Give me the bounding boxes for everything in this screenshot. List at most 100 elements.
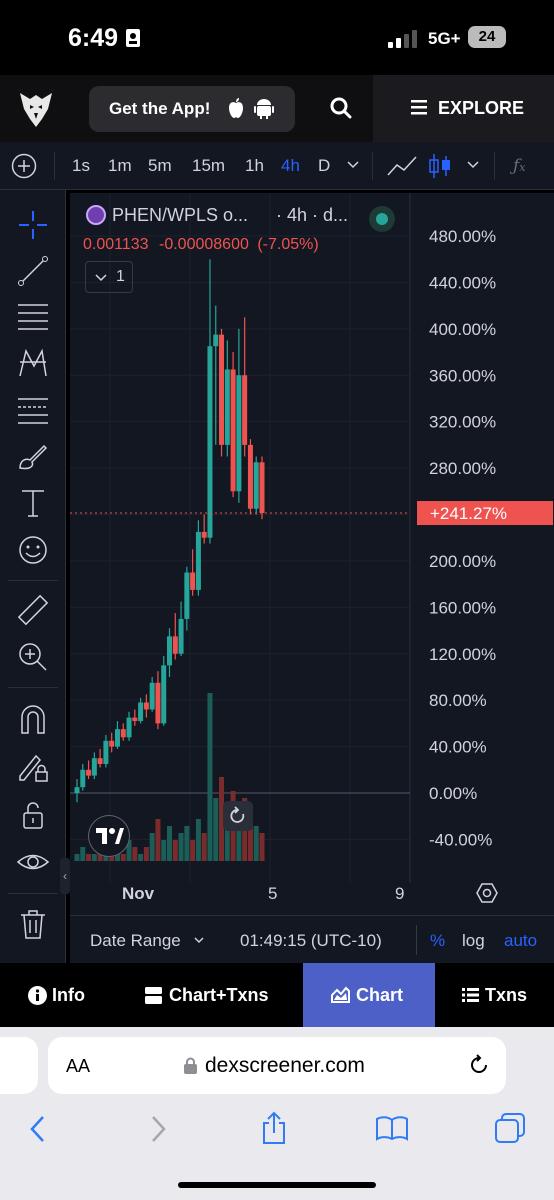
volume-bar <box>207 693 213 861</box>
volume-bar <box>74 854 80 861</box>
date-range-bar: Date Range 01:49:15 (UTC-10) % log auto <box>70 915 554 963</box>
indicator-count: 1 <box>116 268 125 285</box>
timeframe-4h[interactable]: 4h <box>281 156 300 175</box>
tab-info[interactable]: Info <box>0 963 112 1027</box>
status-bar: 6:49 5G+ 24 <box>0 0 554 75</box>
indicators-toggle[interactable]: 1 <box>85 261 133 293</box>
candle-body <box>132 717 138 722</box>
tab-txns-label: Txns <box>485 985 528 1005</box>
bookmarks-icon[interactable] <box>375 1115 409 1141</box>
area-chart-icon <box>331 986 350 1003</box>
chart-settings-icon[interactable] <box>476 882 498 904</box>
reset-chart-button[interactable] <box>223 801 253 831</box>
tab-chart[interactable]: Chart <box>303 963 435 1027</box>
fib-retracement-icon[interactable] <box>16 393 50 427</box>
volume-bar <box>126 840 132 861</box>
eagle-logo-icon[interactable] <box>16 89 56 129</box>
timeframe-d[interactable]: D <box>318 156 331 175</box>
collapse-sidebar-button[interactable]: ‹ <box>60 858 70 894</box>
drawing-tools-sidebar: ‹ <box>0 190 70 963</box>
log-scale-toggle[interactable]: log <box>462 931 485 950</box>
timeframe-5m[interactable]: 5m <box>148 156 172 175</box>
get-app-label: Get the App! <box>109 99 211 118</box>
forward-icon[interactable] <box>148 1115 168 1143</box>
tradingview-logo[interactable] <box>88 815 130 857</box>
crosshair-icon[interactable] <box>16 208 50 242</box>
explore-button[interactable]: EXPLORE <box>373 75 554 142</box>
chart-toolbar: 1s 1m 5m 15m 1h 4h D ƒx <box>0 142 554 190</box>
volume-bar <box>149 833 155 861</box>
text-tool-icon[interactable] <box>16 486 50 520</box>
chart-canvas[interactable]: 480.00% 440.00% 400.00% 360.00% 320.00% 280.0… <box>70 193 554 915</box>
eye-icon[interactable] <box>16 845 50 879</box>
previous-tab-preview[interactable] <box>0 1037 38 1094</box>
auto-scale-toggle[interactable]: auto <box>504 931 538 950</box>
candle-body <box>236 375 242 492</box>
signal-icon <box>388 30 417 48</box>
volume-bar <box>172 840 178 861</box>
brush-icon[interactable] <box>16 440 50 474</box>
candle-body <box>126 717 132 738</box>
chevron-down-icon[interactable] <box>194 937 204 944</box>
browser-chrome: AA dexscreener.com <box>0 1027 554 1200</box>
candle-body <box>74 787 80 793</box>
timeframe-15m[interactable]: 15m <box>192 156 226 175</box>
chevron-down-icon[interactable] <box>467 161 479 169</box>
y-tick-label: 280.00% <box>429 459 496 478</box>
trend-line-icon[interactable] <box>16 254 50 288</box>
lock-icon <box>184 1057 197 1074</box>
y-tick-label: 360.00% <box>429 366 496 385</box>
home-indicator <box>178 1182 376 1188</box>
android-icon <box>254 99 274 119</box>
chevron-down-icon[interactable] <box>347 161 359 169</box>
candle-body <box>103 740 109 764</box>
line-chart-icon[interactable] <box>387 154 417 178</box>
reader-settings-button[interactable]: AA <box>66 1056 91 1076</box>
indicators-icon[interactable]: ƒx <box>513 156 526 176</box>
symbol-label[interactable]: PHEN/WPLS o... <box>112 205 249 225</box>
horizontal-lines-icon[interactable] <box>16 300 50 334</box>
emoji-icon[interactable] <box>16 533 50 567</box>
share-icon[interactable] <box>260 1111 288 1145</box>
timeframe-1m[interactable]: 1m <box>108 156 132 175</box>
url-text[interactable]: dexscreener.com <box>205 1054 365 1077</box>
price-chart[interactable]: 480.00% 440.00% 400.00% 360.00% 320.00% 280.0… <box>70 193 554 963</box>
volume-bar <box>259 833 265 861</box>
zoom-in-icon[interactable] <box>16 640 50 674</box>
volume-bar <box>138 854 144 861</box>
tab-txns[interactable]: Txns <box>435 963 554 1027</box>
candle-body <box>184 572 190 619</box>
get-app-button[interactable]: Get the App! <box>89 86 295 132</box>
candles-icon[interactable] <box>428 152 452 180</box>
chart-txns-icon <box>145 987 162 1004</box>
lock-drawings-icon[interactable] <box>16 750 50 784</box>
ohlc-values: 0.001133 -0.00008600 (-7.05%) <box>83 236 319 254</box>
percent-scale-toggle[interactable]: % <box>430 931 446 950</box>
ruler-icon[interactable] <box>16 593 50 627</box>
volume-bar <box>219 777 225 861</box>
reload-icon[interactable] <box>468 1054 490 1076</box>
timezone-clock[interactable]: 01:49:15 (UTC-10) <box>240 931 382 950</box>
search-icon[interactable] <box>330 97 352 119</box>
magnet-icon[interactable] <box>16 703 50 737</box>
timeframe-1h[interactable]: 1h <box>245 156 264 175</box>
y-tick-label: 400.00% <box>429 320 496 339</box>
pattern-icon[interactable] <box>16 346 50 380</box>
price-badge <box>417 501 553 526</box>
y-tick-label: 160.00% <box>429 598 496 617</box>
x-tick-label: Nov <box>122 884 155 903</box>
address-bar[interactable]: AA dexscreener.com <box>48 1037 506 1094</box>
battery-indicator: 24 <box>468 26 506 48</box>
interval-label: · 4h · d... <box>276 205 349 225</box>
back-icon[interactable] <box>28 1115 48 1143</box>
candle-body <box>149 682 155 710</box>
unlock-icon[interactable] <box>16 798 50 832</box>
trash-icon[interactable] <box>16 907 50 941</box>
add-symbol-icon[interactable] <box>11 153 37 179</box>
tabs-icon[interactable] <box>494 1112 526 1144</box>
timeframe-1s[interactable]: 1s <box>72 156 90 175</box>
tab-chart-txns[interactable]: Chart+Txns <box>112 963 303 1027</box>
tab-chart-txns-label: Chart+Txns <box>169 985 269 1005</box>
date-range-button[interactable]: Date Range <box>90 931 181 950</box>
volume-bar <box>184 826 190 861</box>
